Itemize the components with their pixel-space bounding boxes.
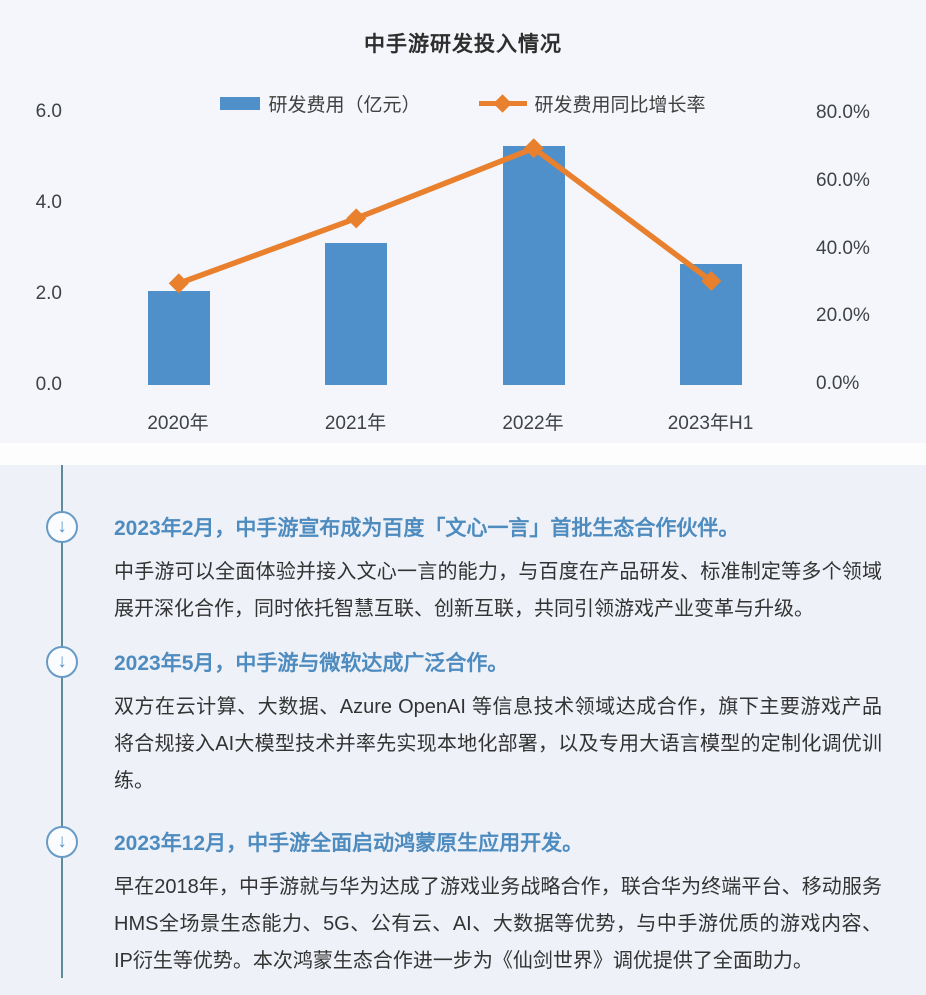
left-axis-tick: 2.0 bbox=[35, 283, 62, 304]
plot-area bbox=[90, 112, 800, 385]
x-axis-label: 2022年 bbox=[502, 413, 564, 434]
timeline-section: ↓ 2023年2月，中手游宣布成为百度「文心一言」首批生态合作伙伴。 中手游可以… bbox=[0, 465, 926, 995]
bar-swatch-icon bbox=[220, 97, 261, 110]
timeline-line bbox=[61, 465, 63, 978]
arrow-glyph: ↓ bbox=[57, 516, 67, 537]
chart-legend: 研发费用（亿元） 研发费用同比增长率 bbox=[0, 90, 926, 117]
timeline-item-heading: 2023年5月，中手游与微软达成广泛合作。 bbox=[114, 652, 509, 675]
diamond-marker-icon bbox=[168, 273, 189, 294]
right-axis-tick: 80.0% bbox=[816, 102, 870, 123]
chart-title: 中手游研发投入情况 bbox=[364, 33, 562, 56]
right-axis-tick: 60.0% bbox=[816, 169, 870, 191]
bar bbox=[502, 145, 565, 385]
arrow-down-icon: ↓ bbox=[46, 511, 78, 543]
line-swatch-icon bbox=[478, 93, 527, 113]
x-axis-label: 2021年 bbox=[324, 413, 387, 434]
timeline-item: 2023年5月，中手游与微软达成广泛合作。 双方在云计算、大数据、Azure O… bbox=[114, 650, 882, 800]
timeline-item-heading: 2023年2月，中手游宣布成为百度「文心一言」首批生态合作伙伴。 bbox=[114, 517, 740, 540]
bar bbox=[325, 243, 388, 385]
x-axis-label: 2020年 bbox=[147, 413, 209, 434]
timeline-item-heading: 2023年12月，中手游全面启动鸿蒙原生应用开发。 bbox=[114, 832, 584, 855]
arrow-down-icon: ↓ bbox=[46, 826, 78, 858]
legend-item-line: 研发费用同比增长率 bbox=[478, 90, 706, 117]
line-series bbox=[177, 145, 713, 286]
timeline-item: 2023年2月，中手游宣布成为百度「文心一言」首批生态合作伙伴。 中手游可以全面… bbox=[114, 515, 882, 628]
diamond-marker-icon bbox=[492, 93, 512, 113]
x-axis-label: 2023年H1 bbox=[667, 413, 754, 434]
right-axis-tick: 40.0% bbox=[816, 237, 870, 259]
legend-item-bar: 研发费用（亿元） bbox=[220, 90, 421, 117]
timeline-item-body: 中手游可以全面体验并接入文心一言的能力，与百度在产品研发、标准制定等多个领域展开… bbox=[114, 561, 882, 620]
section-divider bbox=[0, 443, 926, 465]
timeline-item-body: 双方在云计算、大数据、Azure OpenAI 等信息技术领域达成合作，旗下主要… bbox=[114, 696, 882, 792]
left-axis-tick: 6.0 bbox=[35, 101, 62, 122]
arrow-glyph: ↓ bbox=[57, 831, 67, 852]
legend-label-bar: 研发费用（亿元） bbox=[268, 95, 421, 116]
right-axis-tick: 20.0% bbox=[816, 305, 870, 327]
arrow-glyph: ↓ bbox=[57, 651, 67, 672]
timeline-item: 2023年12月，中手游全面启动鸿蒙原生应用开发。 早在2018年，中手游就与华… bbox=[114, 830, 882, 980]
growth-line-chart bbox=[168, 138, 722, 294]
chart-section: 中手游研发投入情况 研发费用（亿元） 研发费用同比增长率 6.0 4.0 2.0 0.… bbox=[0, 0, 926, 443]
diamond-marker-icon bbox=[346, 208, 367, 229]
arrow-down-icon: ↓ bbox=[46, 646, 78, 678]
diamond-marker-icon bbox=[701, 271, 722, 292]
diamond-marker-icon bbox=[523, 138, 544, 159]
right-axis-tick: 0.0% bbox=[816, 373, 860, 394]
bar bbox=[147, 291, 210, 385]
timeline-item-body: 早在2018年，中手游就与华为达成了游戏业务战略合作，联合华为终端平台、移动服务… bbox=[114, 876, 882, 972]
left-axis-tick: 4.0 bbox=[35, 192, 62, 213]
left-axis-tick: 0.0 bbox=[35, 374, 62, 395]
legend-label-line: 研发费用同比增长率 bbox=[534, 95, 706, 116]
